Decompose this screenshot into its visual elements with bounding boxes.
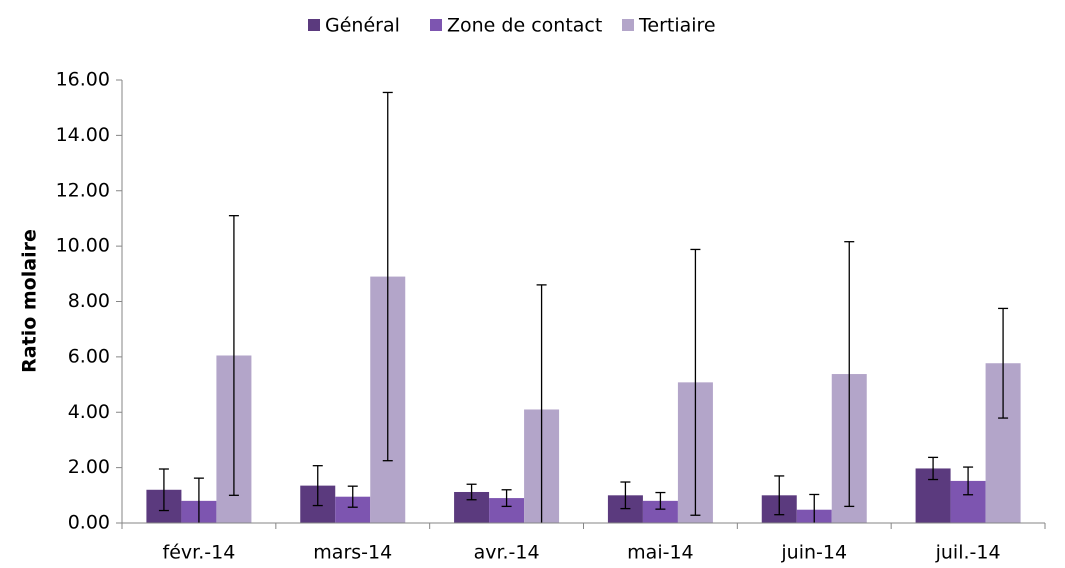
y-tick-label: 16.00 — [56, 69, 110, 91]
error-bar — [312, 465, 323, 507]
legend-label: Tertiaire — [638, 15, 716, 37]
error-bar — [158, 468, 169, 512]
error-bar — [963, 466, 974, 496]
error-bar — [620, 481, 631, 510]
error-bar — [501, 489, 512, 508]
y-tick-label: 6.00 — [68, 345, 110, 367]
error-bar — [228, 215, 239, 496]
legend-swatch — [622, 19, 634, 31]
y-tick-label: 4.00 — [68, 401, 110, 423]
y-tick-label: 14.00 — [56, 124, 110, 146]
legend-label: Zone de contact — [447, 15, 602, 37]
y-tick-label: 10.00 — [56, 235, 110, 257]
error-bar — [998, 307, 1009, 419]
error-bar — [844, 241, 855, 508]
y-tick-label: 12.00 — [56, 179, 110, 201]
x-tick-label: juin-14 — [780, 542, 847, 564]
bar — [642, 500, 678, 523]
error-bar — [774, 475, 785, 516]
error-bar — [193, 477, 204, 523]
legend-swatch — [308, 19, 320, 31]
error-bar — [809, 493, 820, 523]
error-bar — [382, 91, 393, 462]
x-tick-label: avr.-14 — [474, 542, 540, 564]
error-bar — [928, 456, 939, 481]
legend-label: Général — [325, 15, 400, 37]
error-bar — [347, 485, 358, 508]
x-tick-label: mars-14 — [313, 542, 392, 564]
error-bar — [466, 483, 477, 501]
y-tick-label: 2.00 — [68, 456, 110, 478]
x-tick-label: juil.-14 — [935, 542, 1001, 564]
legend-swatch — [430, 19, 442, 31]
x-tick-label: mai-14 — [627, 542, 693, 564]
error-bar — [690, 248, 701, 516]
y-tick-label: 8.00 — [68, 290, 110, 312]
x-tick-label: févr.-14 — [163, 542, 236, 564]
y-axis-label: Ratio molaire — [19, 229, 41, 373]
y-tick-label: 0.00 — [68, 512, 110, 534]
plot-area — [146, 91, 1021, 523]
error-bar — [536, 284, 547, 523]
error-bar — [655, 491, 666, 510]
